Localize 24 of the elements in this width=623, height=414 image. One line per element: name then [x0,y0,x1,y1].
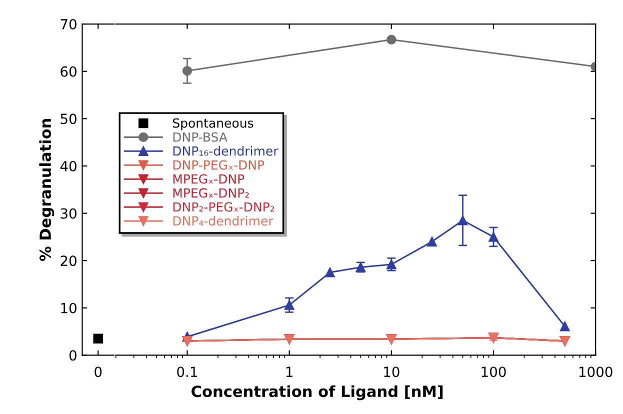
legend-label: DNP-BSA [173,132,228,142]
legend-label: DNP₂-PEGₓ-DNP₂ [173,202,274,212]
y-tick-label: 70 [60,18,76,30]
y-tick-label: 50 [60,114,76,124]
x-tick-label: 100 [482,366,506,378]
legend-label: Spontaneous [172,118,254,130]
x-tick-label: 10 [384,366,400,378]
y-tick-label: 10 [61,302,76,314]
x-axis-title: Concentration of Ligand [nM] [192,385,443,400]
legend-label: DNP₁₆-dendrimer [173,146,278,156]
legend-label: MPEGₓ-DNP [173,174,244,184]
x-tick-label: 1000 [579,366,612,378]
y-tick-label: 20 [60,256,76,266]
y-axis-title: % Degranulation [39,118,54,261]
y-tick-label: 30 [60,208,76,219]
y-tick-label: 60 [60,66,76,77]
x-tick-label: 0.1 [177,366,197,378]
legend-label: DNP-PEGₓ-DNP [173,160,264,170]
legend-label: DNP₄-dendrimer [173,216,274,226]
y-tick-label: 0 [69,350,76,361]
legend-label: MPEGₓ-DNP₂ [173,188,249,198]
y-tick-label: 40 [60,160,76,172]
x-tick-label: 1 [286,366,292,377]
x-tick-label: 0 [94,366,102,378]
